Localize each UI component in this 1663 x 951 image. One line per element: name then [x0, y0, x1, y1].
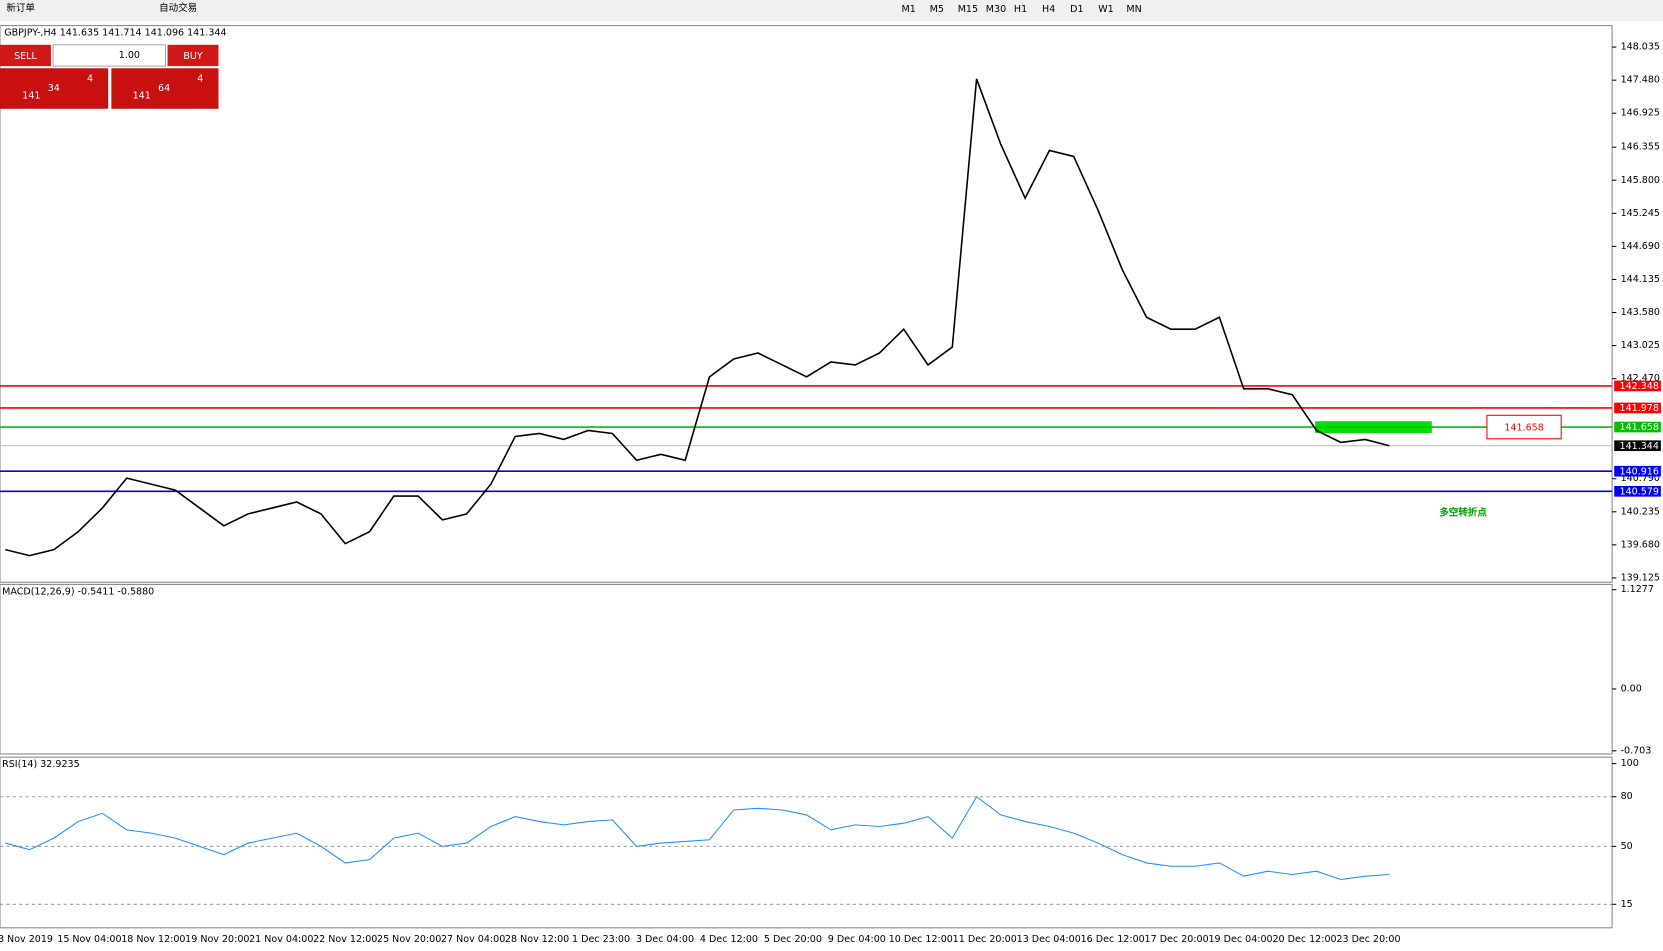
- x-tick-label: 11 Dec 20:00: [953, 934, 1017, 945]
- y-tick-label: 139.680: [1621, 539, 1660, 550]
- y-tick-label: 80: [1621, 791, 1633, 802]
- price-level-box: [1614, 440, 1661, 452]
- timeframe-button[interactable]: H1: [1014, 4, 1027, 15]
- sell-price-big: 141: [22, 90, 40, 101]
- y-tick-label: 139.125: [1621, 572, 1660, 583]
- y-tick-label: 144.690: [1621, 241, 1660, 252]
- y-tick-label: 145.800: [1621, 175, 1660, 186]
- x-tick-label: 17 Dec 20:00: [1145, 934, 1209, 945]
- rsi-panel: [0, 756, 1613, 929]
- buy-label[interactable]: BUY: [183, 51, 203, 62]
- price-level-label: 142.348: [1620, 381, 1659, 392]
- price-level-label: 140.916: [1620, 466, 1659, 477]
- x-tick-label: 25 Nov 20:00: [377, 934, 441, 945]
- new-order-button[interactable]: 新订单: [6, 2, 35, 14]
- timeframe-button[interactable]: D1: [1070, 4, 1083, 15]
- timeframe-button[interactable]: H4: [1042, 4, 1055, 15]
- y-tick-label: 146.355: [1621, 142, 1660, 153]
- macd-title: MACD(12,26,9) -0.5411 -0.5880: [2, 586, 154, 597]
- timeframe-button[interactable]: W1: [1098, 4, 1114, 15]
- x-tick-label: 13 Dec 04:00: [1017, 934, 1081, 945]
- timeframe-button[interactable]: M15: [958, 4, 978, 15]
- y-tick-label: 147.480: [1621, 75, 1660, 86]
- price-level-box: [1614, 402, 1661, 414]
- series-line: [5, 795, 1390, 881]
- price-level-label: 140.579: [1620, 486, 1659, 497]
- x-tick-label: 5 Dec 20:00: [764, 934, 822, 945]
- x-tick-label: 4 Dec 12:00: [700, 934, 758, 945]
- buy-price-box[interactable]: [111, 68, 219, 109]
- price-level-box: [1614, 421, 1661, 433]
- rsi-title: RSI(14) 32.9235: [2, 759, 80, 770]
- price-level-label: 141.658: [1620, 422, 1659, 433]
- y-tick-label: 15: [1621, 899, 1633, 910]
- annotation: 多空转折点: [1439, 506, 1487, 518]
- y-tick-label: 50: [1621, 841, 1633, 852]
- y-tick-label: 140.235: [1621, 506, 1660, 517]
- y-tick-label: -0.703: [1621, 745, 1652, 756]
- price-level-label: 141.978: [1620, 403, 1659, 414]
- symbol-title: GBPJPY-,H4 141.635 141.714 141.096 141.3…: [4, 28, 226, 39]
- y-tick-label: 143.580: [1621, 307, 1660, 318]
- y-tick-label: 143.025: [1621, 340, 1660, 351]
- lot-input[interactable]: [52, 44, 166, 67]
- x-tick-label: 10 Dec 12:00: [889, 934, 953, 945]
- macd-panel: [0, 583, 1613, 755]
- x-tick-label: 27 Nov 04:00: [441, 934, 505, 945]
- x-tick-label: 3 Dec 04:00: [636, 934, 694, 945]
- x-tick-label: 15 Nov 04:00: [57, 934, 121, 945]
- timeframe-button[interactable]: M30: [986, 4, 1006, 15]
- sell-price-box[interactable]: [0, 68, 109, 109]
- x-tick-label: 1 Dec 23:00: [572, 934, 630, 945]
- y-tick-label: 144.135: [1621, 274, 1660, 285]
- x-tick-label: 19 Nov 20:00: [185, 934, 249, 945]
- y-tick-label: 100: [1621, 758, 1639, 769]
- price-callout: [1486, 414, 1562, 440]
- y-tick-label: 140.790: [1621, 473, 1660, 484]
- sell-button[interactable]: [0, 44, 51, 67]
- buy-price-big: 141: [133, 90, 151, 101]
- sell-price-small: 4: [87, 73, 93, 84]
- x-tick-label: 3 Nov 2019: [0, 934, 53, 945]
- buy-price-small: 4: [197, 73, 203, 84]
- x-tick-label: 21 Nov 04:00: [249, 934, 313, 945]
- y-tick-label: 145.245: [1621, 208, 1660, 219]
- series-line: [5, 78, 1390, 557]
- auto-trading-button[interactable]: 自动交易: [159, 2, 197, 14]
- sell-price-main: 34: [48, 83, 60, 94]
- timeframe-button[interactable]: M5: [930, 4, 944, 15]
- y-tick-label: 148.035: [1621, 42, 1660, 53]
- buy-button[interactable]: [167, 44, 219, 67]
- x-tick-label: 22 Nov 12:00: [313, 934, 377, 945]
- toolbar: [0, 0, 1663, 22]
- x-tick-label: 28 Nov 12:00: [505, 934, 569, 945]
- y-tick-label: 1.1277: [1621, 584, 1654, 595]
- price-callout-label: 141.658: [1504, 423, 1543, 434]
- timeframe-button[interactable]: M1: [901, 4, 915, 15]
- buy-price-main: 64: [158, 83, 170, 94]
- y-tick-label: 0.00: [1621, 683, 1642, 694]
- x-tick-label: 19 Dec 04:00: [1209, 934, 1273, 945]
- y-tick-label: 146.925: [1621, 108, 1660, 119]
- x-tick-label: 9 Dec 04:00: [828, 934, 886, 945]
- price-level-box: [1614, 380, 1661, 392]
- y-tick-label: 142.470: [1621, 373, 1660, 384]
- x-tick-label: 16 Dec 12:00: [1081, 934, 1145, 945]
- x-tick-label: 23 Dec 20:00: [1336, 934, 1400, 945]
- x-tick-label: 18 Nov 12:00: [121, 934, 185, 945]
- lot-value[interactable]: 1.00: [119, 50, 140, 61]
- price-level-label: 141.344: [1620, 441, 1659, 452]
- trade-panel: SELL 1.00 BUY 141 34 4 141 64 4: [0, 44, 219, 109]
- price-level-box: [1614, 485, 1661, 497]
- x-tick-label: 20 Dec 12:00: [1272, 934, 1336, 945]
- price-level-box: [1614, 465, 1661, 477]
- price-panel: [0, 25, 1613, 583]
- timeframe-button[interactable]: MN: [1126, 4, 1141, 15]
- sell-label[interactable]: SELL: [14, 51, 37, 62]
